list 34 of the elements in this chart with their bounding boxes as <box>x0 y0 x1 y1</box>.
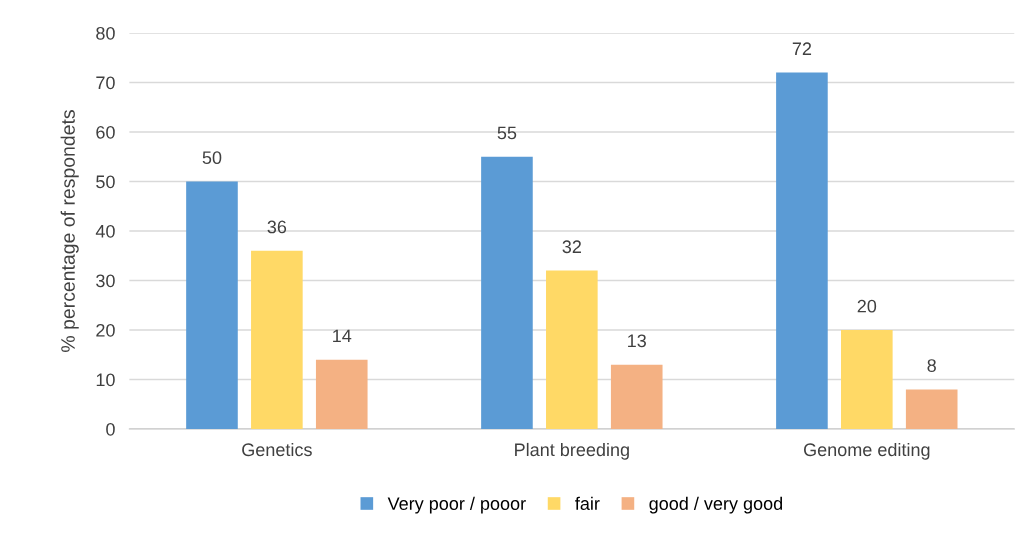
y-tick-label: 20 <box>96 323 115 337</box>
data-label: 55 <box>497 126 517 140</box>
legend-label: Very poor / pooor <box>387 496 526 514</box>
data-label: 32 <box>562 240 581 254</box>
data-label: 36 <box>267 220 287 234</box>
data-label: 8 <box>927 359 936 372</box>
y-tick-label: 0 <box>106 422 115 436</box>
data-label: 20 <box>857 299 877 313</box>
y-tick-label: 40 <box>95 224 115 238</box>
x-tick-label: Genetics <box>242 442 312 457</box>
bar <box>610 364 663 429</box>
bar <box>905 389 958 429</box>
data-label: 72 <box>792 42 812 55</box>
y-tick-label: 70 <box>96 76 115 90</box>
y-tick-label: 50 <box>96 175 115 189</box>
bar <box>315 359 368 429</box>
y-axis-title: % percentage of respondets <box>60 110 79 352</box>
x-tick-label: Plant breeding <box>515 442 629 460</box>
bar <box>841 330 893 429</box>
y-tick-label: 30 <box>96 274 115 288</box>
y-tick-label: 10 <box>96 373 115 387</box>
bar <box>546 270 598 429</box>
y-tick-label: 60 <box>96 125 115 139</box>
y-tick-label: 80 <box>96 26 115 40</box>
bar <box>776 72 828 429</box>
bar <box>251 250 303 429</box>
bar <box>186 181 238 429</box>
data-label: 13 <box>628 334 646 348</box>
legend-label: fair <box>575 496 600 510</box>
legend-label: good / very good <box>649 496 783 514</box>
data-label: 14 <box>333 329 352 343</box>
x-tick-label: Genome editing <box>803 442 930 460</box>
bar <box>481 156 533 429</box>
data-label: 50 <box>202 151 222 165</box>
